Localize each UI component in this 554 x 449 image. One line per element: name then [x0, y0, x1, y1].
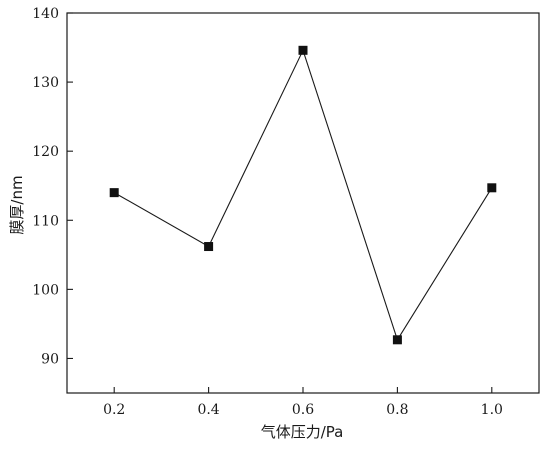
x-tick-label: 0.4 [197, 402, 219, 418]
data-point [109, 188, 119, 198]
x-axis-label: 气体压力/Pa [261, 423, 344, 441]
y-tick-label: 130 [32, 75, 59, 91]
y-tick-label: 110 [32, 213, 59, 229]
data-point [298, 45, 308, 55]
data-point [392, 335, 402, 345]
series-line [113, 48, 493, 342]
y-tick-label: 120 [32, 144, 59, 160]
plot-frame [66, 12, 540, 394]
y-tick-label: 90 [41, 351, 59, 367]
y-axis-label: 膜厚/nm [8, 175, 26, 234]
ticks: 0.2 0.4 0.6 0.8 1.0 90 100 110 120 130 140 [32, 6, 503, 418]
x-tick-label: 0.8 [386, 402, 408, 418]
y-tick-label: 140 [32, 6, 59, 22]
x-tick-label: 1.0 [481, 402, 503, 418]
axes [66, 12, 540, 394]
series [109, 45, 497, 345]
data-point [487, 183, 497, 193]
x-tick-label: 0.6 [292, 402, 314, 418]
x-tick-label: 0.2 [103, 402, 125, 418]
data-point [204, 242, 214, 252]
y-tick-label: 100 [32, 282, 59, 298]
